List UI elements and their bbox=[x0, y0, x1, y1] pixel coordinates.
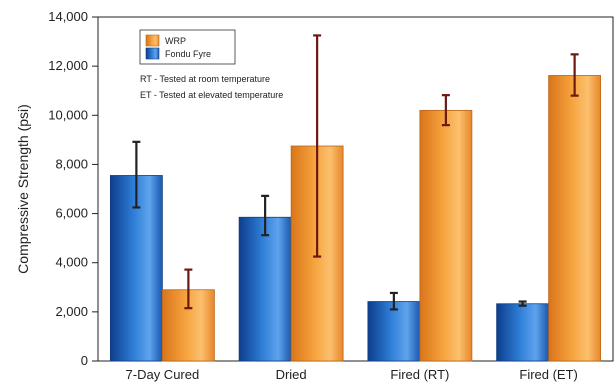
plot-area bbox=[97, 16, 614, 362]
x-category-label: 7-Day Cured bbox=[126, 367, 200, 382]
bar-fondu-fyre bbox=[238, 216, 292, 362]
legend: WRP Fondu Fyre bbox=[139, 29, 236, 65]
y-tick-label: 2,000 bbox=[55, 304, 88, 319]
legend-label-wrp: WRP bbox=[165, 36, 186, 46]
x-category-label: Fired (RT) bbox=[390, 367, 449, 382]
note-rt: RT - Tested at room temperature bbox=[140, 74, 270, 84]
legend-swatch-wrp bbox=[145, 34, 160, 47]
y-axis-ticks: 0 2,000 4,000 6,000 8,000 10,000 12,000 14,000 bbox=[48, 9, 98, 368]
note-et: ET - Tested at elevated temperature bbox=[140, 90, 283, 100]
legend-label-fondu-fyre: Fondu Fyre bbox=[165, 49, 211, 59]
x-category-label: Fired (ET) bbox=[519, 367, 578, 382]
y-tick-label: 8,000 bbox=[55, 156, 88, 171]
y-tick-label: 4,000 bbox=[55, 255, 88, 270]
y-tick-label: 6,000 bbox=[55, 206, 88, 221]
y-tick-label: 14,000 bbox=[48, 9, 88, 24]
y-axis-title: Compressive Strength (psi) bbox=[15, 104, 31, 274]
y-tick-label: 10,000 bbox=[48, 107, 88, 122]
bar-fondu-fyre bbox=[496, 303, 550, 362]
error-bars-group bbox=[132, 34, 579, 311]
bars-group bbox=[109, 75, 602, 362]
y-tick-label: 0 bbox=[81, 353, 88, 368]
y-tick-label: 12,000 bbox=[48, 58, 88, 73]
bar-wrp bbox=[419, 109, 473, 362]
x-category-label: Dried bbox=[276, 367, 307, 382]
legend-swatch-fondu-fyre bbox=[145, 47, 160, 60]
x-axis-labels: 7-Day Cured Dried Fired (RT) Fired (ET) bbox=[126, 367, 578, 382]
bar-wrp bbox=[548, 75, 602, 362]
bar-fondu-fyre bbox=[109, 175, 163, 362]
